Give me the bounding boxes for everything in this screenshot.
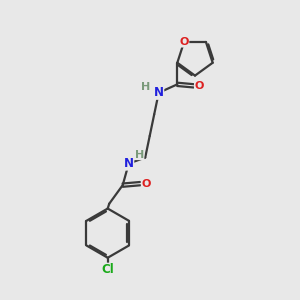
Text: Cl: Cl — [101, 263, 114, 276]
Text: N: N — [154, 86, 164, 99]
Text: O: O — [141, 178, 151, 189]
Text: N: N — [124, 157, 134, 170]
Text: O: O — [179, 37, 189, 47]
Text: O: O — [194, 81, 204, 91]
Text: H: H — [142, 82, 151, 92]
Text: H: H — [135, 149, 144, 160]
